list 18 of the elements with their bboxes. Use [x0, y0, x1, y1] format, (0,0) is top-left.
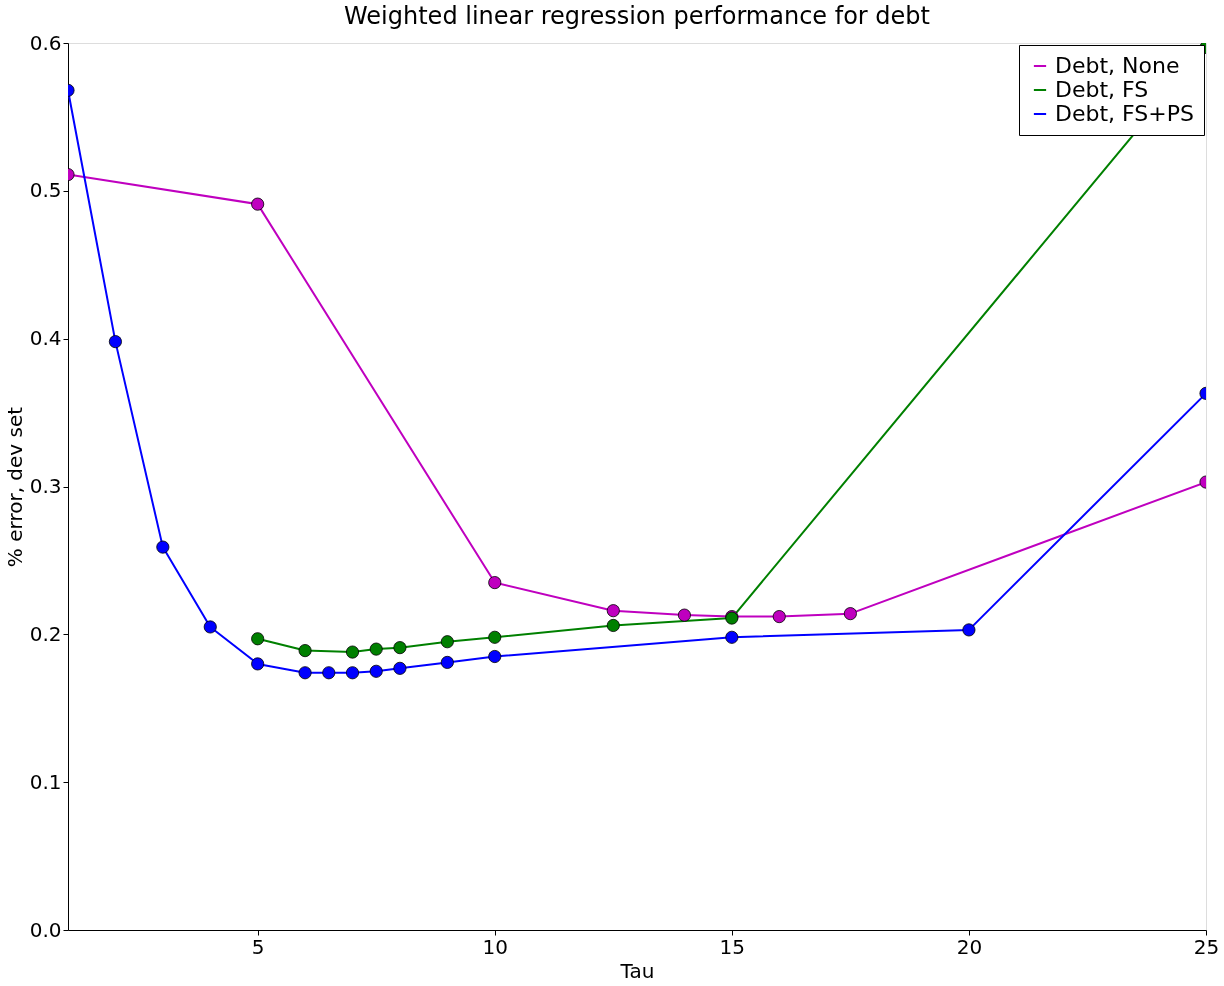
legend-label: Debt, None — [1055, 53, 1180, 78]
y-tick-label: 0.2 — [29, 621, 62, 646]
chart-title: Weighted linear regression performance for debt — [343, 2, 931, 30]
y-tick-label: 0.4 — [29, 326, 62, 351]
y-tick-label: 0.6 — [29, 30, 62, 55]
y-tick-label: 0.1 — [29, 769, 62, 794]
x-axis-title: Tau — [619, 958, 655, 983]
x-tick-label: 20 — [956, 934, 983, 959]
y-tick-label: 0.3 — [29, 474, 62, 498]
x-tick-label: 5 — [251, 934, 265, 959]
x-tick-label: 25 — [1193, 934, 1220, 959]
legend-label: Debt, FS — [1055, 77, 1149, 102]
y-axis-title: % error, dev set — [2, 406, 27, 568]
x-tick-label: 15 — [719, 934, 746, 959]
legend-label: Debt, FS+PS — [1055, 101, 1194, 126]
y-tick-label: 0.5 — [29, 178, 62, 203]
y-tick-label: 0.0 — [29, 917, 62, 942]
x-tick-label: 10 — [482, 934, 508, 959]
